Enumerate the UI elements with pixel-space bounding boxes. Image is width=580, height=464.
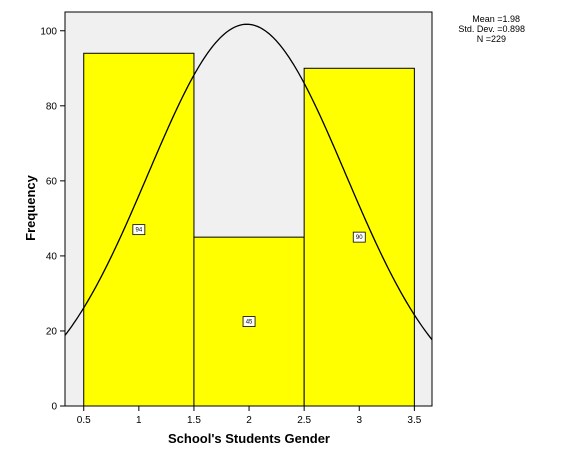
- data-label-box: [242, 316, 256, 327]
- stats-std-dev: Std. Dev. =0.898: [458, 24, 525, 34]
- x-axis-title: School's Students Gender: [168, 431, 330, 446]
- plot-frame: [64, 11, 433, 407]
- y-tick-label: 100: [40, 26, 57, 37]
- y-tick-label: 60: [46, 176, 58, 187]
- y-tick-label: 20: [46, 326, 58, 337]
- data-label-3: 90: [352, 231, 366, 243]
- x-tick-label: 1.5: [187, 415, 201, 426]
- y-axis-title: Frequency: [23, 174, 38, 241]
- y-tick-label: 80: [46, 101, 58, 112]
- data-label-text: 90: [356, 235, 363, 241]
- normal-curve-group: [64, 23, 433, 341]
- x-tick-label: 2.5: [297, 415, 311, 426]
- x-axis: 0.5 1 1.5 2 2.5 3 3.5: [77, 406, 422, 426]
- data-label-box: [352, 231, 366, 243]
- data-label-box: [132, 224, 146, 236]
- data-labels-group: 94 45 90: [132, 224, 366, 327]
- x-tick-label: 3.5: [407, 415, 421, 426]
- data-label-text: 45: [246, 320, 253, 326]
- x-tick-label: 2: [246, 415, 252, 426]
- stats-mean: Mean =1.98: [472, 14, 520, 24]
- x-tick-label: 1: [136, 415, 142, 426]
- data-label-2: 45: [242, 316, 256, 327]
- normal-curve: [64, 23, 433, 341]
- y-axis: 0 20 40 60 80 100: [40, 26, 65, 413]
- data-label-text: 94: [135, 228, 142, 234]
- x-tick-label: 3: [356, 415, 362, 426]
- y-tick-label: 40: [46, 251, 58, 262]
- x-tick-label: 0.5: [77, 415, 91, 426]
- data-label-1: 94: [132, 224, 146, 236]
- y-tick-label: 0: [51, 402, 57, 413]
- stats-n: N =229: [477, 34, 506, 44]
